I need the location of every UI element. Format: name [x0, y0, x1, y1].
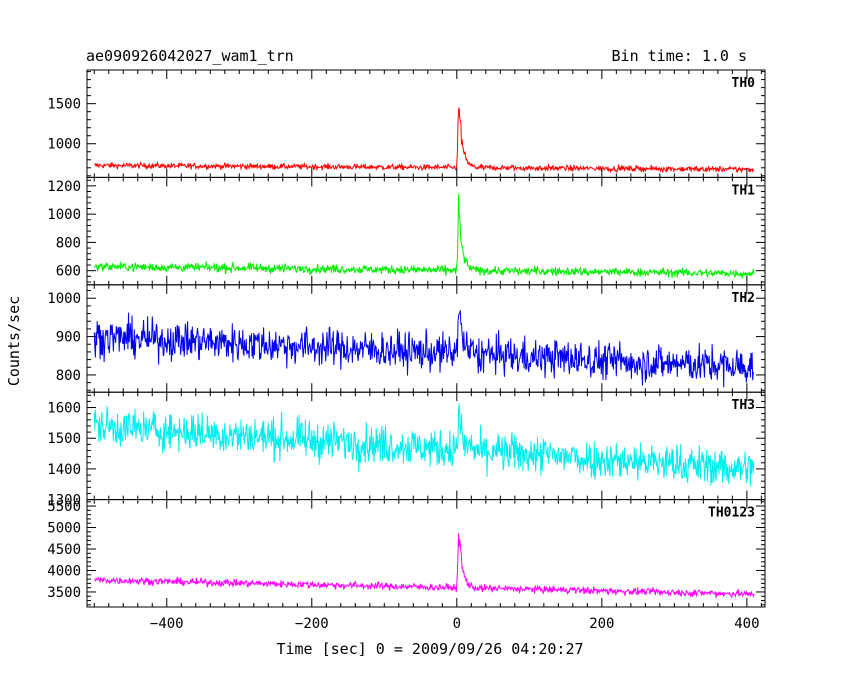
panel-th1: 600 800 1000 1200 TH1 — [47, 176, 766, 286]
y-tick-label: 1200 — [47, 179, 81, 195]
y-tick-label: 1400 — [47, 462, 81, 478]
y-tick-label: 600 — [56, 264, 81, 280]
y-tick-label: 4500 — [47, 542, 81, 558]
x-tick-label: −400 — [150, 616, 184, 632]
series-line-th0123 — [94, 533, 755, 599]
panel-frame — [86, 69, 766, 178]
panel-label: TH2 — [732, 291, 755, 306]
series-line-th1 — [93, 194, 755, 279]
panel-th2: 800 900 1000 TH2 — [47, 284, 766, 393]
series-line-th0 — [93, 107, 755, 174]
y-tick-label: 1600 — [47, 401, 81, 417]
chart-title: ae090926042027_wam1_trn — [86, 47, 294, 65]
panel-frame — [86, 499, 766, 608]
x-tick-label: 0 — [453, 616, 461, 632]
x-tick-label: −200 — [295, 616, 329, 632]
y-tick-label: 1000 — [47, 207, 81, 223]
panel-th0: 1000 1500 TH0 — [47, 69, 766, 178]
y-axis-label: Counts/sec — [5, 296, 23, 386]
y-tick-label: 5000 — [47, 521, 81, 537]
y-tick-label: 1500 — [47, 431, 81, 447]
panel-label: TH0123 — [708, 506, 755, 521]
y-tick-label: 1000 — [47, 137, 81, 153]
x-tick-label: 200 — [589, 616, 614, 632]
panel-label: TH3 — [732, 398, 755, 413]
panel-label: TH0 — [732, 76, 756, 91]
y-tick-label: 1300 — [47, 493, 81, 509]
y-tick-label: 800 — [56, 235, 81, 251]
series-line-th3 — [93, 403, 755, 487]
panel-label: TH1 — [732, 183, 756, 198]
y-tick-label: 4000 — [47, 563, 81, 579]
y-tick-label: 3500 — [47, 585, 81, 601]
x-axis-label: Time [sec] 0 = 2009/09/26 04:20:27 — [276, 640, 583, 658]
y-tick-label: 900 — [56, 330, 81, 346]
y-tick-label: 800 — [56, 368, 81, 384]
series-line-th2 — [93, 310, 755, 388]
panel-th0123: 3500 4000 4500 5000 5500 TH0123 — [47, 499, 766, 608]
y-tick-label: 5500 — [47, 499, 81, 515]
y-tick-label: 1500 — [47, 97, 81, 113]
bin-time-label: Bin time: 1.0 s — [612, 47, 747, 65]
y-tick-label: 1000 — [47, 291, 81, 307]
panels-group: 1000 1500 TH0 600 800 1000 1200 TH1 800 900 1000 TH… — [47, 69, 766, 632]
x-tick-label: 400 — [734, 616, 759, 632]
panel-th3: 1300 1400 1500 1600 TH3 — [47, 391, 766, 509]
